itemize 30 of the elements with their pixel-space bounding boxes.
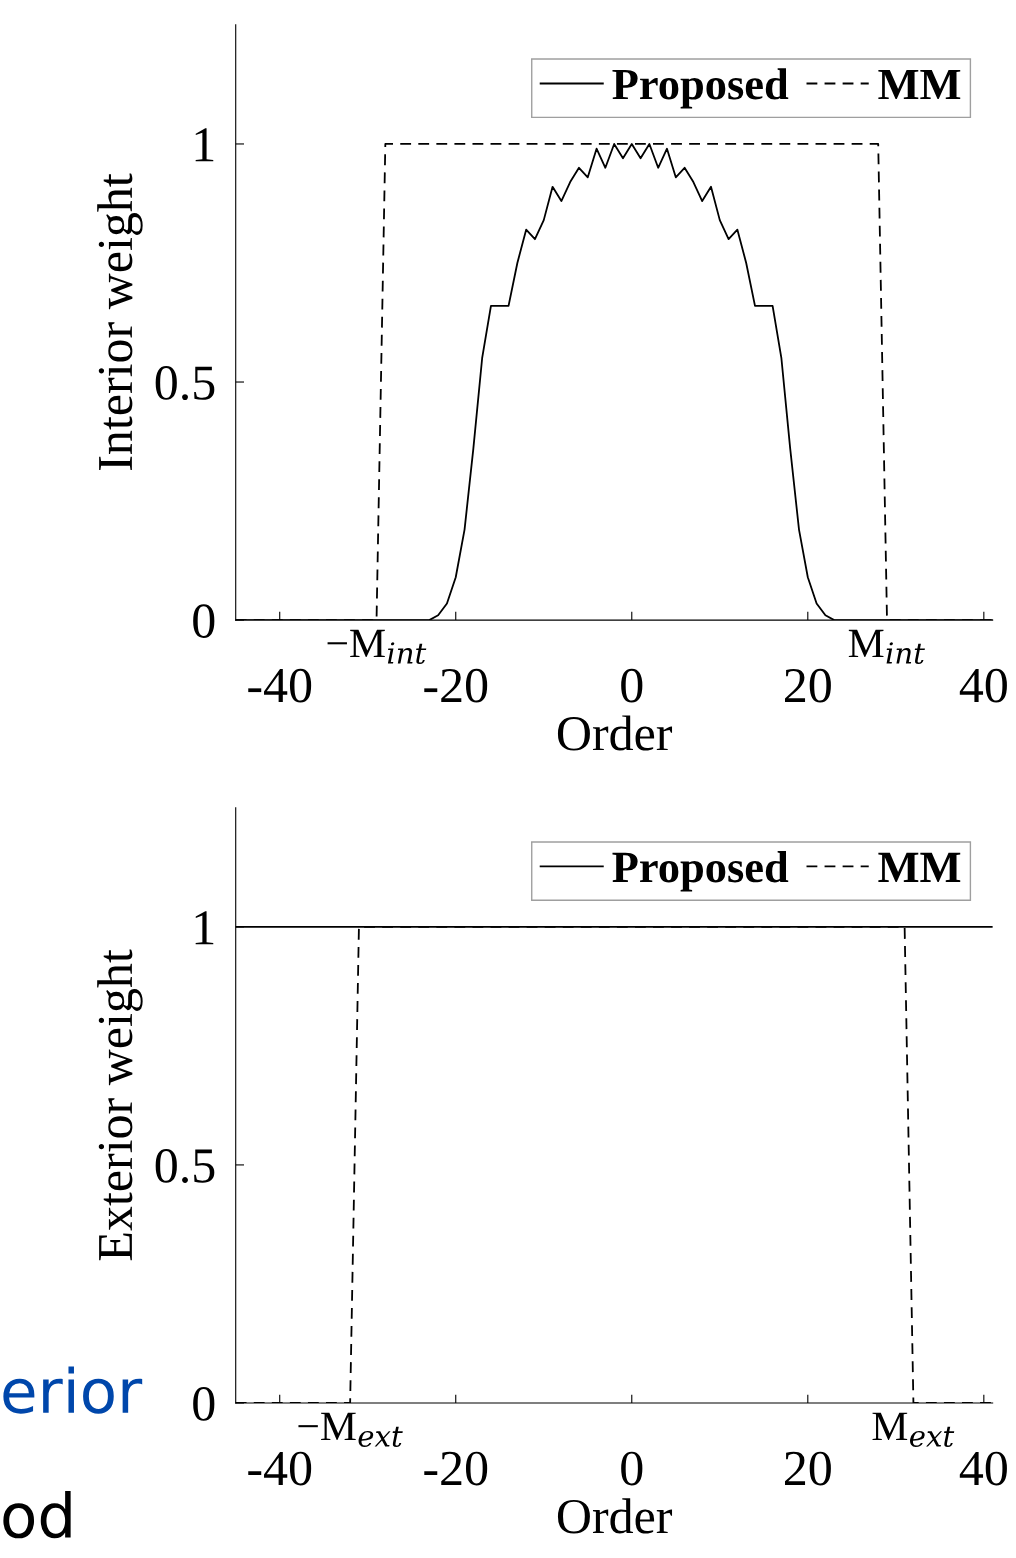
x-tick-label: 0 (621, 668, 643, 703)
y-axis-title: Exterior weight (97, 949, 143, 1261)
y-axis-title: Interior weight (97, 173, 143, 470)
y-tick-label: 0 (193, 1387, 215, 1421)
x-tick-label: 0 (621, 1451, 643, 1486)
legend-label: MM (878, 69, 961, 100)
x-tick-label: -20 (424, 1451, 488, 1486)
x-tick-label: 20 (785, 1451, 831, 1486)
annotation: M$_{int}$ (848, 629, 925, 665)
x-tick-label: -20 (424, 668, 488, 703)
y-tick-label: 1 (195, 128, 214, 162)
text: od (3, 1491, 71, 1539)
legend-label: Proposed (612, 68, 789, 109)
legend-label: Proposed (612, 851, 789, 892)
x-axis-title: Order (557, 715, 673, 751)
x-tick-label: 40 (959, 1451, 1007, 1486)
y-tick-label: 0.5 (155, 1149, 215, 1183)
annotation: −M$_{int}$ (327, 629, 427, 665)
annotation: M$_{ext}$ (872, 1412, 955, 1447)
annotation: −M$_{ext}$ (298, 1412, 403, 1447)
x-tick-label: -40 (248, 1451, 312, 1486)
legend-label: MM (878, 852, 961, 882)
x-tick-label: -40 (248, 668, 312, 703)
text: erior (3, 1366, 143, 1414)
y-tick-label: 0 (193, 604, 215, 638)
y-tick-label: 1 (195, 911, 214, 945)
x-axis-title: Order (557, 1498, 673, 1534)
y-tick-label: 0.5 (155, 366, 215, 401)
x-tick-label: 20 (785, 668, 831, 703)
x-tick-label: 40 (959, 668, 1007, 703)
